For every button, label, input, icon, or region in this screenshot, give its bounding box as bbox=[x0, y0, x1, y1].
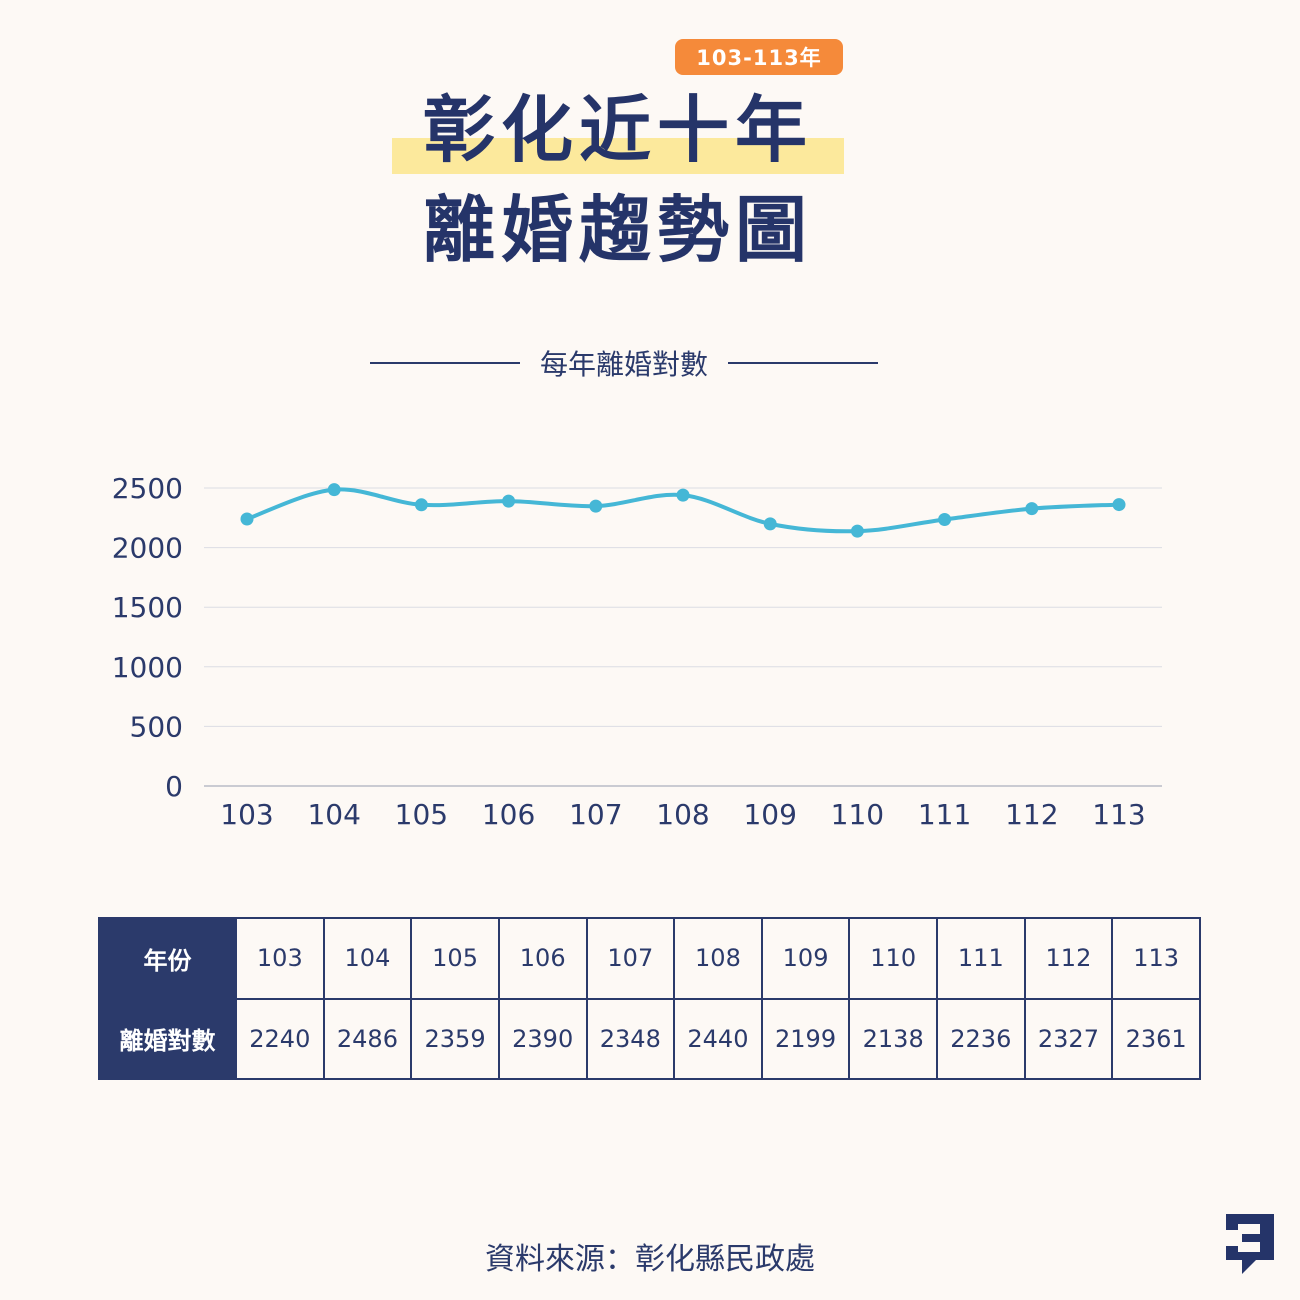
table-cell-count: 2361 bbox=[1111, 997, 1201, 1080]
table-cell-year: 109 bbox=[760, 917, 851, 1000]
table-cell-year: 113 bbox=[1111, 917, 1201, 1000]
table-cell-year: 111 bbox=[936, 917, 1026, 1000]
table-cell-year: 108 bbox=[673, 917, 763, 1000]
x-tick-label: 109 bbox=[743, 798, 796, 831]
y-tick-label: 1000 bbox=[112, 651, 183, 684]
table-cell-year: 106 bbox=[497, 917, 588, 1000]
data-point bbox=[938, 512, 952, 526]
table-cell-year: 104 bbox=[322, 917, 413, 1000]
table-cell-count: 2348 bbox=[585, 997, 676, 1080]
x-tick-label: 110 bbox=[831, 798, 884, 831]
table-cell-year: 103 bbox=[235, 917, 325, 1000]
line-chart: 0 500 1000 1500 2000 2500 103 104 105 106 107 108 10… bbox=[112, 472, 1162, 831]
subtitle-left-rule bbox=[369, 362, 520, 364]
x-tick-label: 111 bbox=[918, 798, 971, 831]
x-tick-label: 113 bbox=[1092, 798, 1145, 831]
chart-subtitle-block: 每年離婚對數 bbox=[350, 343, 898, 383]
table-cell-count: 2138 bbox=[848, 997, 938, 1080]
title-highlight bbox=[392, 138, 844, 174]
table-row-counts: 離婚對數 2240 2486 2359 2390 2348 2440 2199 … bbox=[98, 997, 1201, 1080]
data-point bbox=[502, 494, 516, 508]
y-tick-label: 2000 bbox=[112, 532, 183, 565]
x-tick-label: 103 bbox=[220, 798, 273, 831]
data-point bbox=[1112, 498, 1126, 512]
table-cell-count: 2199 bbox=[760, 997, 851, 1080]
table-cell-count: 2327 bbox=[1023, 997, 1114, 1080]
table-cell-count: 2440 bbox=[673, 997, 763, 1080]
x-tick-label: 112 bbox=[1005, 798, 1058, 831]
data-point bbox=[327, 483, 341, 497]
data-point bbox=[763, 517, 777, 531]
table-cell-count: 2236 bbox=[936, 997, 1026, 1080]
data-point bbox=[676, 488, 690, 502]
table-cell-count: 2240 bbox=[235, 997, 325, 1080]
data-point bbox=[240, 512, 254, 526]
table-cell-year: 105 bbox=[410, 917, 500, 1000]
table-cell-count: 2486 bbox=[322, 997, 413, 1080]
y-tick-label: 2500 bbox=[112, 472, 183, 505]
x-tick-label: 106 bbox=[482, 798, 535, 831]
y-tick-label: 500 bbox=[130, 710, 183, 743]
page-title-line1: 彰化近十年 bbox=[422, 88, 813, 172]
table-cell-count: 2359 bbox=[410, 997, 500, 1080]
table-header-count: 離婚對數 bbox=[98, 997, 237, 1080]
year-range-badge: 103-113年 bbox=[675, 39, 843, 75]
data-point bbox=[1025, 502, 1039, 516]
x-tick-label: 108 bbox=[656, 798, 709, 831]
table-cell-year: 107 bbox=[585, 917, 676, 1000]
chart-subtitle: 每年離婚對數 bbox=[539, 348, 708, 381]
page-title-line2: 離婚趨勢圖 bbox=[422, 188, 813, 272]
y-tick-label: 0 bbox=[165, 770, 183, 803]
data-point bbox=[850, 524, 864, 538]
x-tick-label: 107 bbox=[569, 798, 622, 831]
brand-logo-icon bbox=[1226, 1214, 1274, 1274]
data-point bbox=[414, 498, 428, 512]
table-cell-year: 110 bbox=[848, 917, 938, 1000]
x-tick-label: 104 bbox=[307, 798, 360, 831]
subtitle-right-rule bbox=[728, 362, 878, 364]
y-tick-label: 1500 bbox=[112, 591, 183, 624]
table-cell-year: 112 bbox=[1023, 917, 1114, 1000]
table-row-years: 年份 103 104 105 106 107 108 109 110 111 1… bbox=[98, 917, 1201, 1000]
table-header-year: 年份 bbox=[98, 917, 237, 1000]
data-point bbox=[589, 499, 603, 513]
table-cell-count: 2390 bbox=[497, 997, 588, 1080]
data-table: 年份 103 104 105 106 107 108 109 110 111 1… bbox=[98, 917, 1201, 1080]
x-tick-label: 105 bbox=[395, 798, 448, 831]
data-source: 資料來源：彰化縣民政處 bbox=[485, 1242, 815, 1277]
